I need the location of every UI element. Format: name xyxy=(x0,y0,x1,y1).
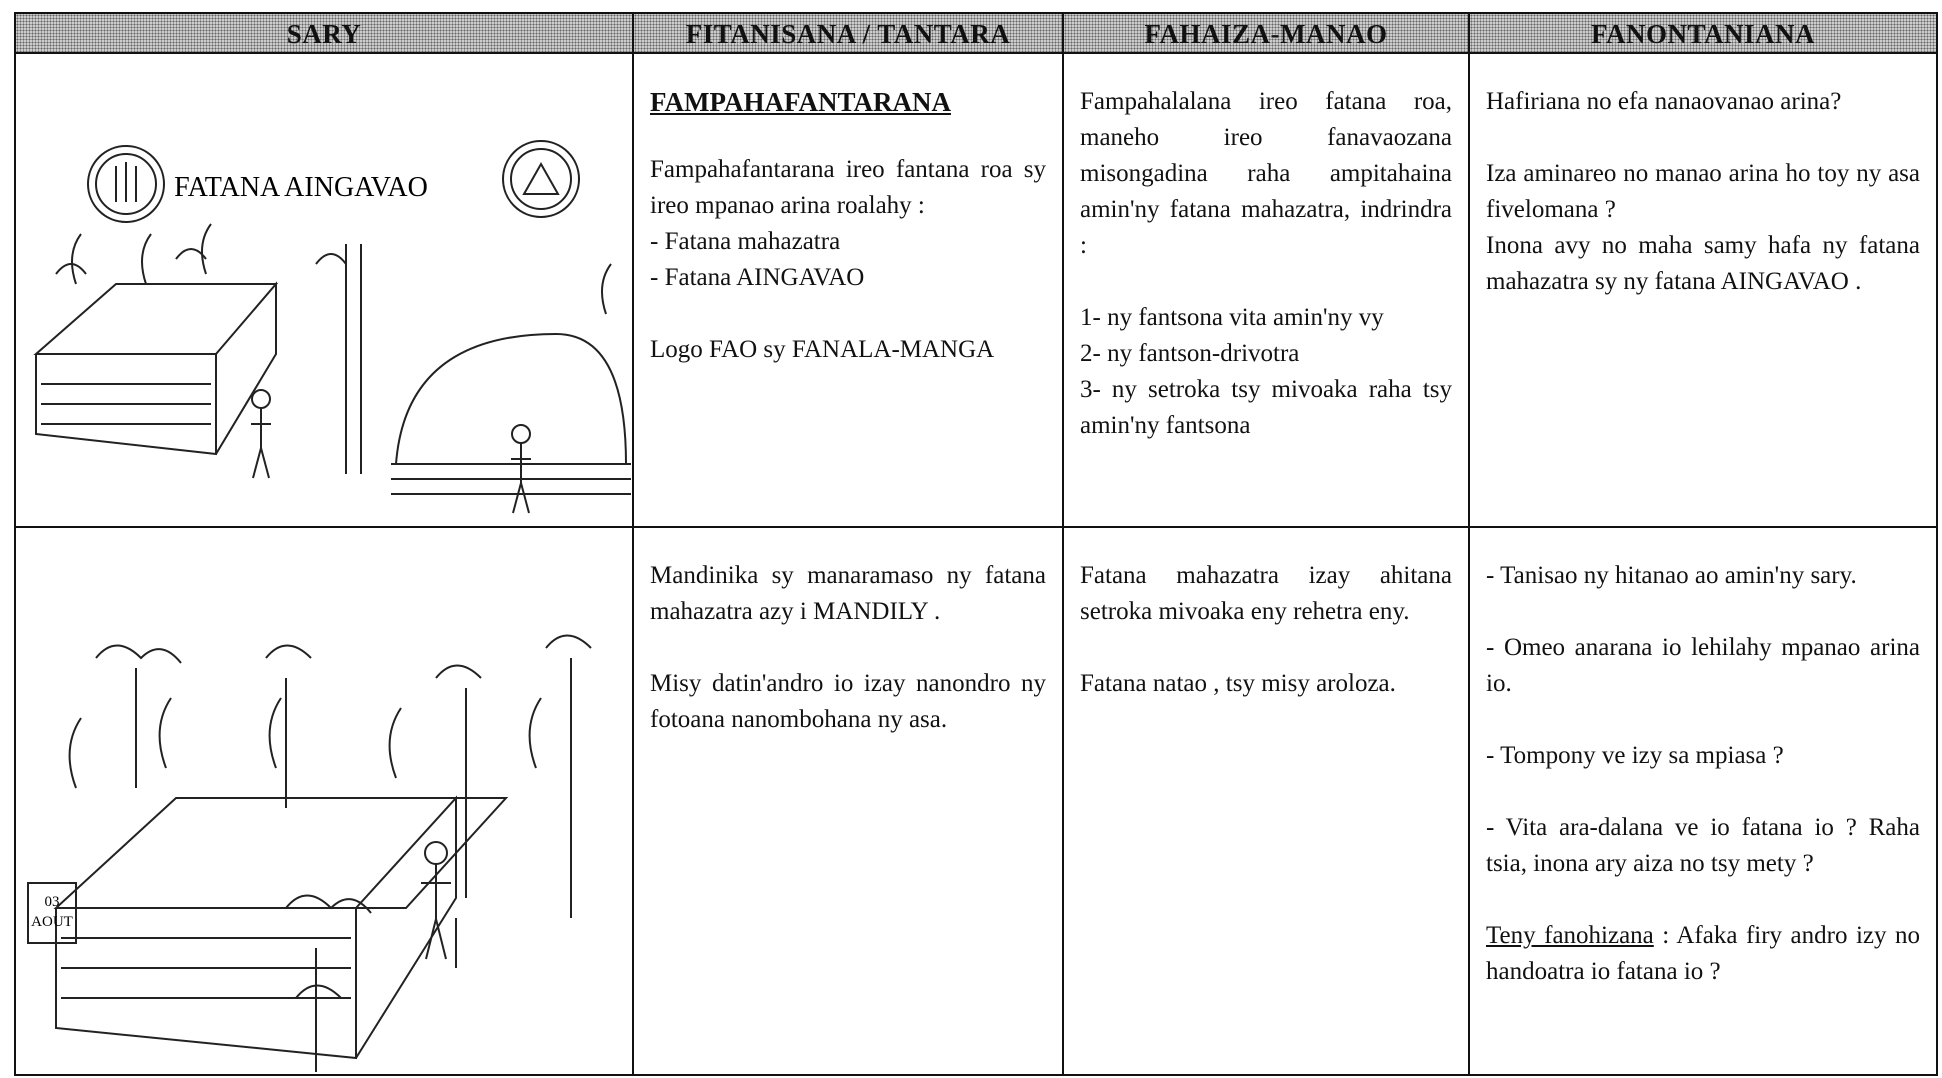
image-label: AOUT xyxy=(31,914,73,930)
text-block: Hafiriana no efa nanaovanao arina? Iza am… xyxy=(1470,54,1936,300)
paragraph: Fampahafantarana ireo fantana roa sy ire… xyxy=(650,152,1046,296)
text-line: Iza aminareo no manao arina ho toy ny as… xyxy=(1486,160,1920,223)
paragraph: Fampahalalana ireo fatana roa, maneho ir… xyxy=(1080,84,1452,264)
text-block: - Tanisao ny hitanao ao amin'ny sary. - O… xyxy=(1470,528,1936,990)
text-line: 2- ny fantson-drivotra xyxy=(1080,340,1300,367)
image-label: FATANA AINGAVAO xyxy=(174,172,428,203)
paragraph: Iza aminareo no manao arina ho toy ny as… xyxy=(1486,156,1920,300)
paragraph: - Tompony ve izy sa mpiasa ? xyxy=(1486,738,1920,774)
document-table: SARY FITANISANA / TANTARA FAHAIZA-MANAO … xyxy=(14,12,1938,1076)
text-block: Mandinika sy manaramaso ny fatana mahaza… xyxy=(634,528,1062,738)
illustration: FATANA AINGAVAO xyxy=(33,140,631,514)
text-block: Fatana mahazatra izay ahitana setroka mi… xyxy=(1064,528,1468,702)
story-cell: Mandinika sy manaramaso ny fatana mahaza… xyxy=(634,528,1064,1074)
paragraph: - Vita ara-dalana ve io fatana io ? Raha… xyxy=(1486,810,1920,882)
text-line: Hafiriana no efa nanaovanao arina? xyxy=(1486,88,1842,115)
text-line: - Vita ara-dalana ve io fatana io ? Raha… xyxy=(1486,814,1920,877)
skills-cell: Fatana mahazatra izay ahitana setroka mi… xyxy=(1064,528,1470,1074)
paragraph: Misy datin'andro io izay nanondro ny fot… xyxy=(650,666,1046,738)
paragraph: - Omeo anarana io lehilahy mpanao arina … xyxy=(1486,630,1920,702)
header-cell: SARY xyxy=(16,14,634,54)
closing-term: Teny fanohizana xyxy=(1486,922,1654,949)
illustration: 03 AOUT xyxy=(27,634,592,1074)
paragraph: - Tanisao ny hitanao ao amin'ny sary. xyxy=(1486,558,1920,594)
questions-cell: - Tanisao ny hitanao ao amin'ny sary. - O… xyxy=(1470,528,1936,1074)
text-block: Fampahalalana ireo fatana roa, maneho ir… xyxy=(1064,54,1468,444)
text-line: 3- ny setroka tsy mivoaka raha tsy amin'… xyxy=(1080,376,1452,439)
paragraph: Fatana natao , tsy misy aroloza. xyxy=(1080,666,1452,702)
section-heading: FAMPAHAFANTARANA xyxy=(650,87,951,117)
text-line: Mandinika sy manaramaso ny fatana mahaza… xyxy=(650,562,1046,625)
paragraph: Fatana mahazatra izay ahitana setroka mi… xyxy=(1080,558,1452,630)
image-cell: FATANA AINGAVAO xyxy=(16,54,634,528)
image-cell: 03 AOUT xyxy=(16,528,634,1074)
header-cell: FAHAIZA-MANAO xyxy=(1064,14,1470,54)
header-cell: FITANISANA / TANTARA xyxy=(634,14,1064,54)
text-line: Fampahalalana ireo fatana roa, maneho ir… xyxy=(1080,88,1452,259)
closing-text: : Afaka firy andro izy no handoatra io f… xyxy=(1486,922,1921,985)
paragraph: 1- ny fantsona vita amin'ny vy 2- ny fant… xyxy=(1080,300,1452,444)
questions-cell: Hafiriana no efa nanaovanao arina? Iza am… xyxy=(1470,54,1936,528)
paragraph: Mandinika sy manaramaso ny fatana mahaza… xyxy=(650,558,1046,630)
story-cell: FAMPAHAFANTARANA Fampahafantarana ireo fa… xyxy=(634,54,1064,528)
paragraph: Logo FAO sy FANALA-MANGA xyxy=(650,332,1046,368)
text-line: - Fatana mahazatra xyxy=(650,228,841,255)
text-line: Fatana natao , tsy misy aroloza. xyxy=(1080,670,1396,697)
paragraph: Hafiriana no efa nanaovanao arina? xyxy=(1486,84,1920,120)
text-line: 1- ny fantsona vita amin'ny vy xyxy=(1080,304,1384,331)
text-line: Inona avy no maha samy hafa ny fatana ma… xyxy=(1486,232,1920,295)
text-block: FAMPAHAFANTARANA Fampahafantarana ireo fa… xyxy=(634,54,1062,368)
text-line: - Fatana AINGAVAO xyxy=(650,264,865,291)
text-line: - Omeo anarana io lehilahy mpanao arina … xyxy=(1486,634,1920,697)
text-line: - Tompony ve izy sa mpiasa ? xyxy=(1486,742,1784,769)
header-cell: FANONTANIANA xyxy=(1470,14,1936,54)
closing-line: Teny fanohizana : Afaka firy andro izy n… xyxy=(1486,918,1920,990)
text-line: Fampahafantarana ireo fantana roa sy ire… xyxy=(650,156,1046,219)
image-label: 03 xyxy=(45,894,60,910)
text-line: Fatana mahazatra izay ahitana setroka mi… xyxy=(1080,562,1452,625)
text-line: Logo FAO sy FANALA-MANGA xyxy=(650,336,995,363)
text-line: - Tanisao ny hitanao ao amin'ny sary. xyxy=(1486,562,1857,589)
skills-cell: Fampahalalana ireo fatana roa, maneho ir… xyxy=(1064,54,1470,528)
text-line: Misy datin'andro io izay nanondro ny fot… xyxy=(650,670,1046,733)
